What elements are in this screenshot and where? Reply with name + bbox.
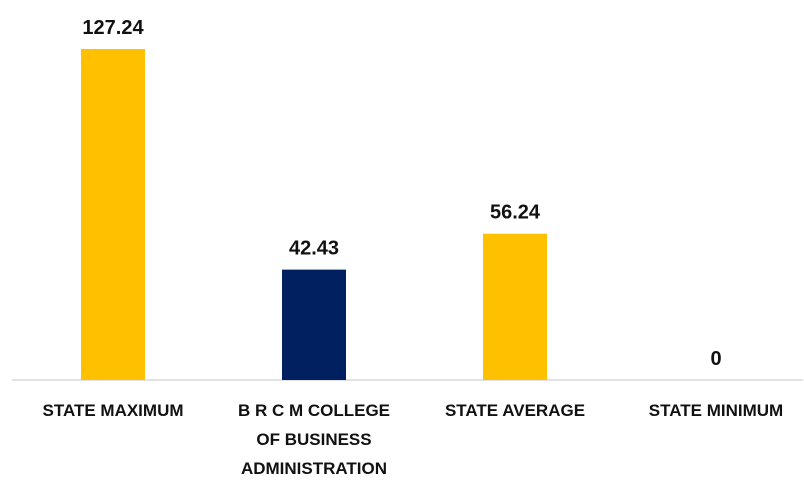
category-label-3-line-1: STATE AVERAGE: [445, 401, 585, 420]
category-label-2-line-2: OF BUSINESS: [256, 430, 371, 449]
category-label-2-line-1: B R C M COLLEGE: [238, 401, 390, 420]
bars-group: [81, 49, 547, 380]
value-label-4: 0: [710, 348, 721, 370]
bar-3: [483, 233, 547, 380]
value-label-1: 127.24: [82, 17, 144, 39]
value-label-3: 56.24: [490, 202, 541, 224]
bar-1: [81, 49, 145, 380]
value-label-2: 42.43: [289, 238, 339, 260]
category-label-4-line-1: STATE MINIMUM: [649, 401, 783, 420]
category-labels-group: STATE MAXIMUM B R C M COLLEGE OF BUSINESS A…: [42, 401, 783, 478]
bar-2: [282, 269, 346, 380]
category-label-1-line-1: STATE MAXIMUM: [42, 401, 183, 420]
category-label-2-line-3: ADMINISTRATION: [241, 459, 387, 478]
value-labels-group: 127.24 42.43 56.24 0: [82, 17, 721, 370]
